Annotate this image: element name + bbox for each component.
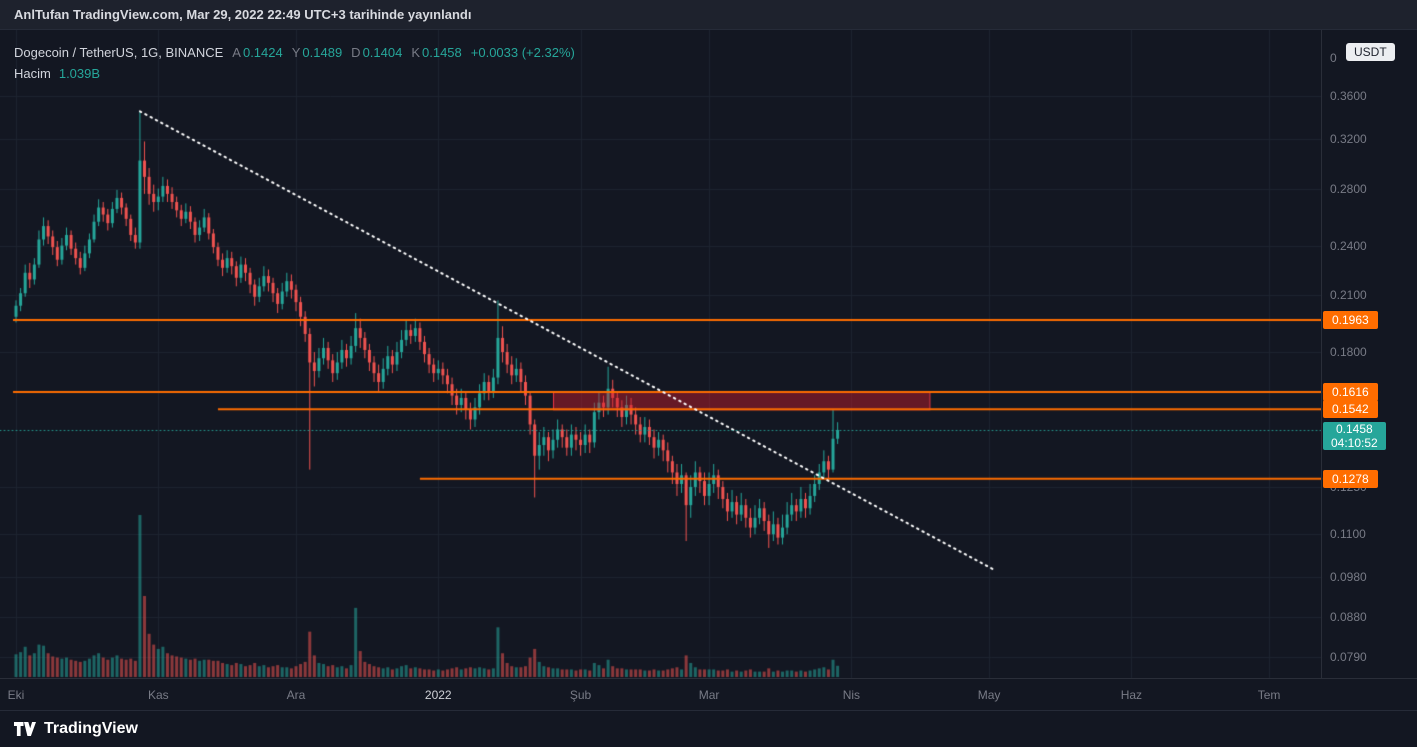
legend-key-d: D (351, 45, 361, 60)
footer-bar: TradingView (0, 710, 1417, 747)
level-price-label: 0.1542 (1323, 400, 1378, 419)
price-tick: 0.3600 (1330, 88, 1367, 103)
legend-volume-row: Hacim 1.039B (14, 63, 575, 84)
legend-value-k: 0.1458 (422, 45, 462, 60)
volume-label: Hacim (14, 66, 51, 81)
time-tick-Nis: Nis (842, 688, 861, 702)
chart-legend: Dogecoin / TetherUS, 1G, BINANCE A 0.1424 Y… (14, 42, 575, 84)
price-tick: 0.2400 (1330, 238, 1367, 253)
price-axis[interactable]: USDT 0.1458 04:10:52 0 0.3600 0.3200 0.2800… (1321, 30, 1417, 678)
volume-value: 1.039B (58, 66, 101, 81)
legend-value-d: 0.1404 (362, 45, 403, 60)
symbol-title: Dogecoin / TetherUS, 1G, BINANCE (14, 45, 224, 60)
legend-value-a: 0.1424 (242, 45, 283, 60)
price-tick: 0.0790 (1330, 649, 1367, 664)
last-price-countdown: 04:10:52 (1331, 436, 1378, 450)
legend-value-y: 0.1489 (302, 45, 343, 60)
publish-bar: AnlTufan TradingView.com, Mar 29, 2022 2… (0, 0, 1417, 30)
time-tick-Şub: Şub (569, 688, 592, 702)
price-tick: 0.1800 (1330, 345, 1367, 360)
price-tick: 0 (1330, 51, 1337, 66)
time-tick-Haz: Haz (1120, 688, 1143, 702)
price-tick: 0.0980 (1330, 569, 1367, 584)
price-tick: 0.2800 (1330, 181, 1367, 196)
time-tick-May: May (977, 688, 1001, 702)
tradingview-brand-text[interactable]: TradingView (44, 720, 138, 737)
price-tick: 0.2100 (1330, 287, 1367, 302)
time-tick-Ara: Ara (286, 688, 306, 702)
publish-text: AnlTufan TradingView.com, Mar 29, 2022 2… (14, 7, 472, 22)
currency-unit-button[interactable]: USDT (1346, 43, 1395, 61)
level-price-label: 0.1963 (1323, 310, 1378, 329)
price-tick: 0.0880 (1330, 609, 1367, 624)
legend-symbol-row: Dogecoin / TetherUS, 1G, BINANCE A 0.1424 Y… (14, 42, 575, 63)
time-tick-2022: 2022 (424, 688, 452, 702)
level-price-label: 0.1278 (1323, 469, 1378, 488)
last-price-label: 0.1458 04:10:52 (1323, 422, 1386, 450)
level-price-label: 0.1616 (1323, 382, 1378, 401)
legend-ohlc: A 0.1424 Y 0.1489 D 0.1404 K 0.1458 (223, 45, 461, 60)
price-tick: 0.3200 (1330, 132, 1367, 147)
legend-change: +0.0033 (+2.32%) (470, 45, 575, 60)
legend-key-k: K (411, 45, 420, 60)
last-price-value: 0.1458 (1336, 422, 1373, 436)
tradingview-logo-icon[interactable] (12, 717, 36, 741)
price-tick: 0.1100 (1330, 527, 1366, 542)
time-tick-Mar: Mar (698, 688, 720, 702)
time-tick-Tem: Tem (1257, 688, 1281, 702)
time-tick-Eki: Eki (7, 688, 25, 702)
legend-key-y: Y (291, 45, 301, 60)
time-axis[interactable]: Eki Kas Ara 2022 Şub Mar Nis May Haz Tem (0, 678, 1417, 711)
time-tick-Kas: Kas (147, 688, 169, 702)
legend-key-a: A (232, 45, 241, 60)
